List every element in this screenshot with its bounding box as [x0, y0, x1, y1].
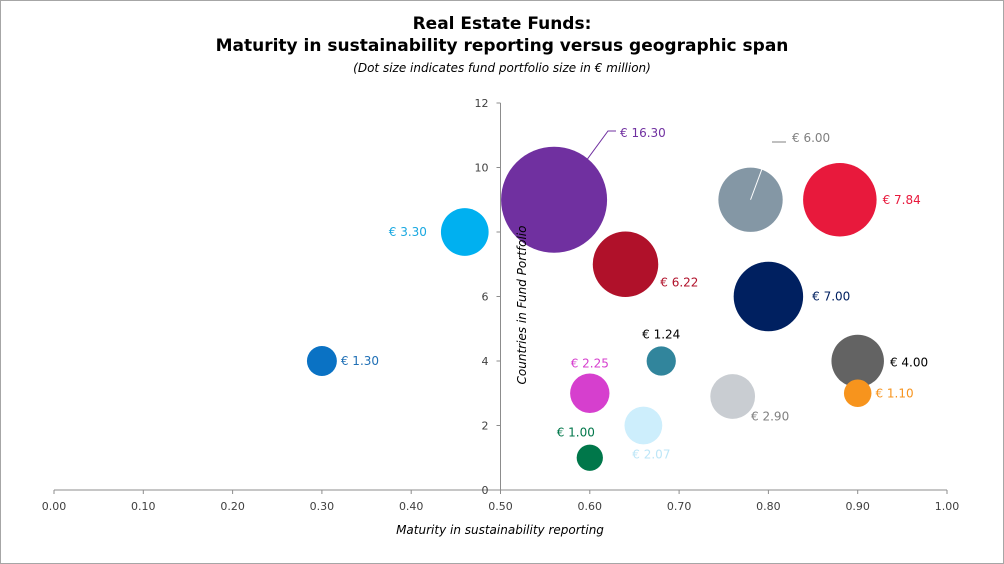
x-tick-label: 0.00 — [42, 500, 67, 513]
bubble-data-label: € 1.10 — [875, 386, 913, 400]
bubble-data-label: € 2.07 — [632, 447, 670, 461]
bubble — [570, 373, 610, 413]
leader-line — [587, 130, 616, 160]
x-tick-label: 0.40 — [399, 500, 424, 513]
x-tick-label: 0.90 — [845, 500, 870, 513]
bubble-data-label: € 2.90 — [751, 410, 789, 424]
x-tick-label: 0.10 — [131, 500, 156, 513]
chart-title-line-2: Maturity in sustainability reporting ver… — [215, 36, 789, 56]
y-tick-label: 10 — [475, 162, 489, 175]
bubble-data-label: € 6.00 — [792, 131, 830, 145]
bubble — [718, 167, 783, 232]
x-tick-label: 0.70 — [667, 500, 692, 513]
bubble-data-label: € 2.25 — [571, 357, 609, 371]
x-tick-label: 1.00 — [935, 500, 960, 513]
bubble — [733, 261, 804, 332]
bubble — [646, 346, 676, 376]
x-tick-label: 0.20 — [220, 500, 245, 513]
y-tick-label: 2 — [482, 420, 489, 433]
bubble-data-label: € 1.30 — [341, 354, 379, 368]
bubble — [440, 208, 489, 256]
bubble-data-label: € 6.22 — [660, 275, 698, 289]
y-tick-label: 4 — [482, 355, 489, 368]
bubble-data-label: € 16.30 — [620, 126, 666, 140]
y-tick-label: 6 — [482, 291, 489, 304]
bubble — [803, 162, 877, 237]
bubble — [592, 231, 659, 297]
bubble-data-label: € 1.24 — [642, 327, 680, 341]
chart-title-line-1: Real Estate Funds: — [412, 14, 592, 34]
chart-subtitle: (Dot size indicates fund portfolio size … — [353, 61, 651, 75]
bubble — [710, 374, 756, 419]
bubble-data-label: € 3.30 — [389, 225, 427, 239]
bubble-data-label: € 7.84 — [883, 193, 921, 207]
bubble-data-label: € 7.00 — [812, 290, 850, 304]
bubble-data-label: € 1.00 — [557, 426, 595, 440]
x-tick-label: 0.80 — [756, 500, 781, 513]
y-tick-label: 12 — [475, 97, 489, 110]
bubble-data-label: € 4.00 — [890, 355, 928, 369]
bubble — [501, 146, 608, 253]
bubble — [843, 379, 872, 408]
x-tick-label: 0.30 — [310, 500, 335, 513]
x-tick-label: 0.60 — [578, 500, 603, 513]
y-tick-label: 0 — [482, 484, 489, 497]
y-axis-label: Countries in Fund Portfolio — [515, 226, 529, 385]
bubble — [576, 444, 603, 471]
bubble — [624, 406, 663, 445]
x-tick-label: 0.50 — [488, 500, 513, 513]
bubble — [831, 334, 884, 388]
bubble — [306, 346, 337, 376]
x-axis-label: Maturity in sustainability reporting — [396, 523, 604, 537]
